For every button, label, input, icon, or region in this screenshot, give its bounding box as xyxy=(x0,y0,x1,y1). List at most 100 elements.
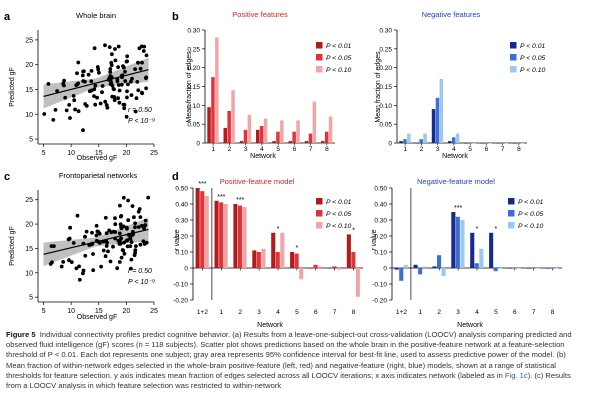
bar-005 xyxy=(238,205,243,268)
bar-010 xyxy=(261,248,266,268)
bar-001 xyxy=(288,141,292,143)
legend-swatch xyxy=(508,210,515,217)
bar-001 xyxy=(327,268,332,269)
caption-figure-link[interactable]: Fig. 1c xyxy=(504,370,528,380)
y-tick-label: -0.10 xyxy=(372,282,387,289)
x-tick-label: 25 xyxy=(150,150,158,157)
x-tick-label: 8 xyxy=(352,309,356,316)
subject-dot xyxy=(103,254,108,259)
panel-letter-a: a xyxy=(4,11,11,23)
subject-dot xyxy=(117,260,122,264)
subject-dot xyxy=(125,89,129,94)
subject-dot xyxy=(129,266,133,271)
subject-dot xyxy=(62,83,66,88)
bar-005 xyxy=(455,216,460,268)
subject-dot xyxy=(121,102,126,107)
subject-dot xyxy=(96,239,100,244)
x-tick-label: 15 xyxy=(95,308,103,315)
subject-dot xyxy=(140,90,144,95)
x-tick-label: 7 xyxy=(532,309,536,316)
y-tick-label: 0.10 xyxy=(175,250,188,257)
legend-swatch xyxy=(508,198,515,205)
significance-marker: *** xyxy=(198,181,206,188)
y-tick-label: 20 xyxy=(25,62,33,69)
bar-010 xyxy=(441,268,446,276)
panel-c-axes: 5 10 15 20 25 5 10 15 20 25 xyxy=(25,190,158,315)
x-tick-label: 4 xyxy=(475,309,479,316)
bar-010 xyxy=(296,120,300,143)
bar-005 xyxy=(313,264,318,268)
y-tick-label: 5 xyxy=(29,295,33,302)
subject-dot xyxy=(116,83,121,87)
x-tick-label: 25 xyxy=(150,308,158,315)
panel-b-negative-title: Negative features xyxy=(422,10,481,19)
subject-dot xyxy=(133,221,138,226)
panel-b-positive-xlabel: Network xyxy=(250,153,276,160)
subject-dot xyxy=(81,268,86,273)
x-tick-label: 2 xyxy=(437,309,441,316)
subject-dot xyxy=(76,60,81,65)
x-tick-label: 1 xyxy=(419,309,423,316)
x-tick-label: 3 xyxy=(257,309,261,316)
panel-d-negative-ylabel: r value xyxy=(371,229,378,250)
subject-dot xyxy=(129,240,134,245)
subject-dot xyxy=(125,225,129,230)
subject-dot xyxy=(126,198,130,203)
bar-010 xyxy=(247,114,252,144)
panel-c-title: Frontoparietal networks xyxy=(59,171,138,180)
panel-d: d Positive-feature model Negative-featur… xyxy=(172,171,562,329)
panel-letter-c: c xyxy=(4,171,10,183)
panel-a-xlabel: Observed gF xyxy=(77,155,117,162)
bar-010 xyxy=(280,120,284,143)
subject-dot xyxy=(108,259,113,264)
y-tick-label: 0.30 xyxy=(175,218,188,225)
subject-dot xyxy=(101,239,106,244)
subject-dot xyxy=(73,107,77,112)
bar-005 xyxy=(243,129,248,143)
legend-swatch xyxy=(510,54,517,61)
subject-dot xyxy=(129,93,134,97)
subject-dot xyxy=(115,266,120,271)
significance-marker: * xyxy=(277,226,280,233)
x-tick-label: 2 xyxy=(238,309,242,316)
subject-dot xyxy=(94,223,99,228)
subject-dot xyxy=(83,253,88,258)
bar-010 xyxy=(263,118,268,143)
subject-dot xyxy=(113,58,118,63)
subject-dot xyxy=(144,75,149,80)
subject-dot xyxy=(83,79,87,84)
y-tick-label: 0.15 xyxy=(187,84,200,91)
bar-001 xyxy=(321,141,325,143)
x-tick-label: 5 xyxy=(494,309,498,316)
bar-001 xyxy=(239,141,244,143)
subject-dot xyxy=(144,86,149,91)
panel-a-axes: 5 10 15 20 25 5 10 15 20 25 xyxy=(25,30,158,157)
bar-001 xyxy=(489,232,494,268)
subject-dot xyxy=(110,52,114,57)
significance-marker: * xyxy=(352,227,355,234)
bar-001 xyxy=(399,141,403,143)
bar-005 xyxy=(211,77,215,143)
subject-dot xyxy=(125,244,130,249)
subject-dot xyxy=(143,223,148,228)
bar-001 xyxy=(526,268,531,269)
panel-d-positive-chart: -0.20-0.1000.100.200.300.400.501+2***1**… xyxy=(173,181,363,316)
x-tick-label: 1 xyxy=(220,309,224,316)
panel-d-positive-ylabel: r value xyxy=(174,229,181,250)
subject-dot xyxy=(48,262,53,266)
subject-dot xyxy=(138,242,143,247)
subject-dot xyxy=(89,79,94,84)
subject-dot xyxy=(129,257,134,262)
bar-001 xyxy=(545,268,550,269)
subject-dot xyxy=(140,60,144,65)
x-tick-label: 3 xyxy=(456,309,460,316)
panel-a-fit-line xyxy=(43,69,149,97)
bar-010 xyxy=(423,133,427,143)
bar-005 xyxy=(550,268,555,269)
bar-001 xyxy=(413,264,418,268)
subject-dot xyxy=(122,65,126,70)
bar-001 xyxy=(252,250,257,268)
bar-001 xyxy=(513,143,517,144)
legend-label: P < 0.10 xyxy=(518,223,543,230)
subject-dot xyxy=(67,236,72,241)
